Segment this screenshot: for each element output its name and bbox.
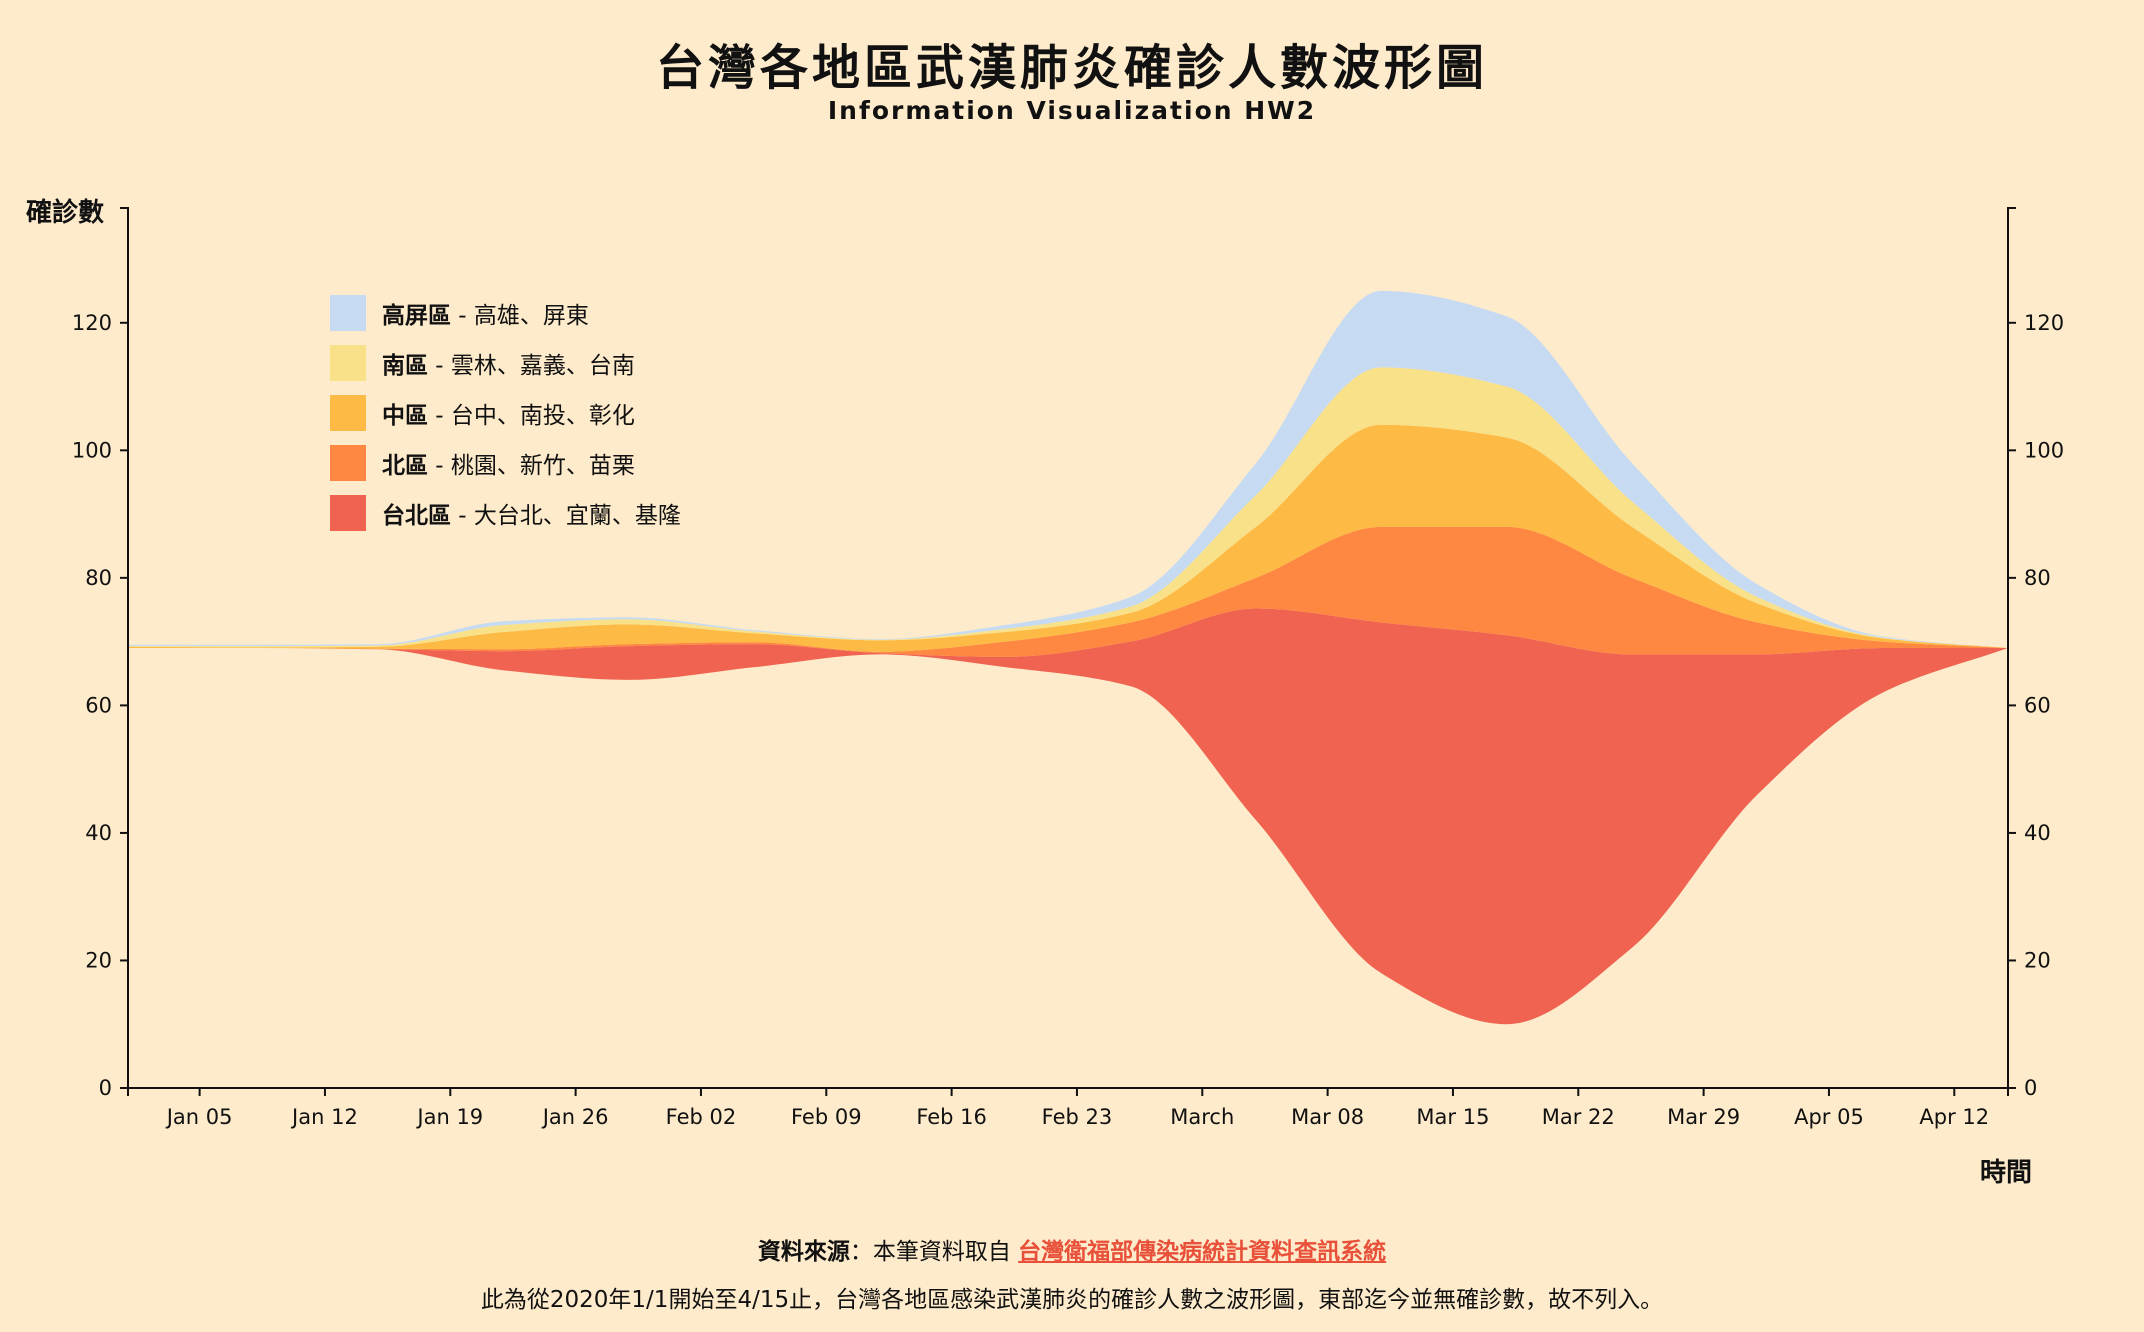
x-tick-label: Apr 12 — [1919, 1105, 1989, 1129]
y-tick-label-left: 0 — [99, 1076, 112, 1100]
stream-area-taipei — [128, 608, 2008, 1025]
chart-title: 台灣各地區武漢肺炎確診人數波形圖 — [655, 40, 1488, 96]
legend-swatch — [330, 295, 366, 331]
legend-swatch — [330, 345, 366, 381]
legend-areas: - 大台北、宜蘭、基隆 — [451, 503, 681, 529]
source-text: ：本筆資料取自 — [849, 1239, 1019, 1265]
y-tick-label-left: 60 — [85, 693, 112, 717]
footer-note: 此為從2020年1/1開始至4/15止，台灣各地區感染武漢肺炎的確診人數之波形圖… — [480, 1287, 1664, 1313]
legend-name: 南區 — [382, 353, 428, 379]
chart-subtitle: Information Visualization HW2 — [827, 96, 1317, 125]
y-tick-label-left: 80 — [85, 566, 112, 590]
y-tick-label-left: 100 — [72, 438, 112, 462]
y-axis-left-line — [120, 207, 129, 1089]
y-tick-label-left: 120 — [72, 311, 112, 335]
legend: 高屏區 - 高雄、屏東 南區 - 雲林、嘉義、台南 中區 - 台中、南投、彰化 … — [330, 288, 681, 538]
x-tick-label: Apr 05 — [1794, 1105, 1864, 1129]
y-tick-label-right: 100 — [2024, 438, 2064, 462]
legend-areas: - 台中、南投、彰化 — [428, 403, 635, 429]
x-tick-label: Jan 19 — [415, 1105, 483, 1129]
y-tick-label-right: 0 — [2024, 1076, 2037, 1100]
legend-name: 北區 — [382, 453, 428, 479]
legend-swatch — [330, 445, 366, 481]
y-tick-label-right: 60 — [2024, 693, 2051, 717]
legend-item-central: 中區 - 台中、南投、彰化 — [330, 388, 681, 438]
x-tick-label: Feb 02 — [666, 1105, 737, 1129]
y-tick-label-right: 20 — [2024, 948, 2051, 972]
x-tick-label: Jan 05 — [165, 1105, 233, 1129]
source-link[interactable]: 台灣衛福部傳染病統計資料查訊系統 — [1018, 1239, 1387, 1265]
legend-name: 高屏區 — [382, 303, 451, 329]
x-tick-label: Jan 12 — [290, 1105, 358, 1129]
legend-areas: - 桃園、新竹、苗栗 — [428, 453, 635, 479]
legend-item-kaoping: 高屏區 - 高雄、屏東 — [330, 288, 681, 338]
x-tick-label: Mar 22 — [1542, 1105, 1615, 1129]
x-tick-label: Feb 23 — [1042, 1105, 1113, 1129]
legend-name: 中區 — [382, 403, 428, 429]
x-tick-label: Jan 26 — [541, 1105, 609, 1129]
x-tick-label: Mar 29 — [1667, 1105, 1740, 1129]
legend-item-south: 南區 - 雲林、嘉義、台南 — [330, 338, 681, 388]
y-tick-label-left: 40 — [85, 821, 112, 845]
y-tick-label-left: 20 — [85, 948, 112, 972]
source-label: 資料來源 — [757, 1239, 850, 1265]
stream-area-north — [128, 526, 2008, 657]
x-tick-label: Feb 16 — [916, 1105, 987, 1129]
y-tick-label-right: 40 — [2024, 821, 2051, 845]
data-source: 資料來源：本筆資料取自 台灣衛福部傳染病統計資料查訊系統 — [0, 1232, 2144, 1266]
legend-item-north: 北區 - 桃園、新竹、苗栗 — [330, 438, 681, 488]
legend-item-taipei: 台北區 - 大台北、宜蘭、基隆 — [330, 488, 681, 538]
x-tick-label: March — [1170, 1105, 1234, 1129]
stream-area-kaoping — [128, 290, 2008, 648]
y-axis-right-line — [2007, 207, 2016, 1089]
y-axis-left: 0 20 40 60 80 100 120 — [72, 207, 129, 1100]
y-tick-label-right: 120 — [2024, 311, 2064, 335]
stream-areas — [128, 290, 2008, 1025]
x-axis-title: 時間 — [1980, 1158, 2033, 1188]
legend-name: 台北區 — [382, 503, 451, 529]
legend-areas: - 高雄、屏東 — [451, 303, 589, 329]
stream-area-central — [128, 424, 2008, 652]
stream-area-south — [128, 367, 2008, 648]
y-axis-right: 0 20 40 60 80 100 120 — [2007, 207, 2064, 1100]
legend-swatch — [330, 495, 366, 531]
x-tick-label: Feb 09 — [791, 1105, 862, 1129]
x-tick-label: Mar 08 — [1291, 1105, 1364, 1129]
x-axis: Jan 05 Jan 12 Jan 19 Jan 26 Feb 02 Feb 09 Feb … — [127, 1087, 2009, 1129]
x-axis-line — [127, 1087, 2009, 1096]
y-axis-title: 確診數 — [26, 198, 105, 228]
legend-areas: - 雲林、嘉義、台南 — [428, 353, 635, 379]
y-tick-label-right: 80 — [2024, 566, 2051, 590]
legend-swatch — [330, 395, 366, 431]
x-tick-label: Mar 15 — [1416, 1105, 1489, 1129]
